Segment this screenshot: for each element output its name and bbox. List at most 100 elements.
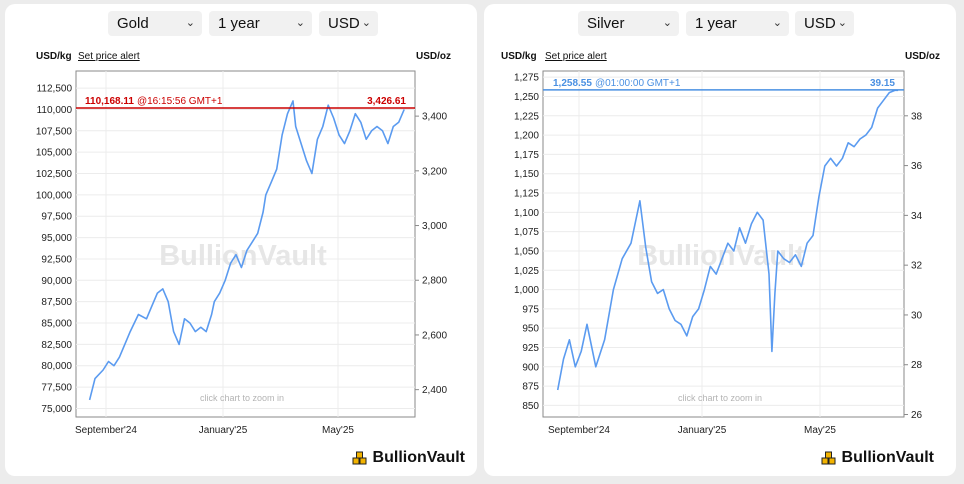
metal-select[interactable]: Gold ⌄ bbox=[108, 11, 202, 36]
period-select-value: 1 year bbox=[695, 15, 737, 32]
x-tick-label: May'25 bbox=[804, 425, 836, 436]
metal-select-value: Gold bbox=[117, 15, 149, 32]
set-price-alert-link[interactable]: Set price alert bbox=[78, 51, 140, 62]
y-right-tick-label: 3,000 bbox=[422, 221, 447, 232]
y-left-tick-label: 102,500 bbox=[36, 169, 73, 180]
y-left-tick-label: 112,500 bbox=[37, 84, 73, 95]
zoom-hint: click chart to zoom in bbox=[678, 393, 762, 403]
y-left-tick-label: 1,125 bbox=[514, 189, 539, 200]
chevron-down-icon: ⌄ bbox=[662, 17, 672, 29]
y-right-tick-label: 32 bbox=[911, 261, 923, 272]
plot-area bbox=[542, 70, 905, 418]
chevron-down-icon: ⌄ bbox=[361, 17, 371, 29]
brand-name: BullionVault bbox=[841, 449, 934, 466]
x-tick-label: September'24 bbox=[75, 425, 137, 436]
y-right-tick-label: 36 bbox=[911, 161, 923, 172]
y-left-tick-label: 110,000 bbox=[37, 105, 73, 116]
y-left-tick-label: 82,500 bbox=[41, 340, 72, 351]
x-tick-label: May'25 bbox=[322, 425, 354, 436]
y-left-tick-label: 950 bbox=[522, 324, 539, 335]
currency-select-value: USD bbox=[328, 15, 360, 32]
gold-price-chart[interactable]: BullionVault click chart to zoom in Sept… bbox=[5, 4, 477, 476]
y-right-tick-label: 3,400 bbox=[422, 112, 447, 123]
x-tick-label: January'25 bbox=[678, 425, 727, 436]
x-tick-label: January'25 bbox=[199, 425, 248, 436]
y-left-tick-label: 105,000 bbox=[36, 148, 73, 159]
metal-select[interactable]: Silver ⌄ bbox=[578, 11, 679, 36]
y-right-tick-label: 3,200 bbox=[422, 166, 447, 177]
right-unit-label: USD/oz bbox=[416, 51, 451, 62]
y-right-tick-label: 38 bbox=[911, 111, 923, 122]
y-left-tick-label: 875 bbox=[522, 382, 539, 393]
y-left-tick-label: 1,225 bbox=[514, 111, 539, 122]
y-left-tick-label: 1,200 bbox=[514, 131, 539, 142]
y-left-tick-label: 77,500 bbox=[41, 383, 72, 394]
left-unit-label: USD/kg bbox=[36, 51, 72, 62]
set-price-alert-link[interactable]: Set price alert bbox=[545, 51, 607, 62]
chevron-down-icon: ⌄ bbox=[295, 17, 305, 29]
y-left-tick-label: 100,000 bbox=[36, 190, 73, 201]
y-left-tick-label: 900 bbox=[522, 362, 539, 373]
chart-watermark: BullionVault bbox=[159, 240, 327, 272]
chevron-down-icon: ⌄ bbox=[837, 17, 847, 29]
period-select[interactable]: 1 year ⌄ bbox=[209, 11, 312, 36]
gold-chart-panel: Gold ⌄ 1 year ⌄ USD ⌄ USD/kg Set price a… bbox=[5, 4, 477, 476]
current-price-time: @01:00:00 GMT+1 bbox=[595, 78, 681, 89]
metal-select-value: Silver bbox=[587, 15, 625, 32]
silver-chart-panel: Silver ⌄ 1 year ⌄ USD ⌄ USD/kg Set price… bbox=[484, 4, 956, 476]
y-right-tick-label: 2,800 bbox=[422, 276, 447, 287]
period-select-value: 1 year bbox=[218, 15, 260, 32]
y-left-tick-label: 92,500 bbox=[41, 254, 72, 265]
y-left-tick-label: 925 bbox=[522, 343, 539, 354]
chevron-down-icon: ⌄ bbox=[185, 17, 195, 29]
y-left-tick-label: 75,000 bbox=[41, 404, 72, 415]
y-left-tick-label: 1,150 bbox=[514, 169, 539, 180]
bullionvault-logo[interactable]: BullionVault bbox=[352, 449, 465, 467]
y-left-tick-label: 975 bbox=[522, 304, 539, 315]
currency-select[interactable]: USD ⌄ bbox=[795, 11, 854, 36]
y-left-tick-label: 1,250 bbox=[514, 92, 539, 103]
current-price-oz: 39.15 bbox=[870, 78, 895, 89]
y-right-tick-label: 34 bbox=[911, 211, 923, 222]
bullionvault-logo[interactable]: BullionVault bbox=[821, 449, 934, 467]
right-unit-label: USD/oz bbox=[905, 51, 940, 62]
current-price-label: 1,258.55 @01:00:00 GMT+1 bbox=[553, 78, 681, 89]
y-left-tick-label: 1,175 bbox=[514, 150, 539, 161]
y-right-tick-label: 26 bbox=[911, 410, 923, 421]
period-select[interactable]: 1 year ⌄ bbox=[686, 11, 789, 36]
y-right-tick-label: 2,600 bbox=[422, 330, 447, 341]
silver-price-chart[interactable]: BullionVault click chart to zoom in Sept… bbox=[484, 4, 956, 476]
y-right-tick-label: 2,400 bbox=[422, 385, 447, 396]
y-left-tick-label: 1,050 bbox=[514, 246, 539, 257]
price-series-line bbox=[556, 89, 899, 391]
chart-watermark: BullionVault bbox=[637, 240, 805, 272]
plot-area bbox=[75, 70, 416, 418]
y-left-tick-label: 1,025 bbox=[514, 266, 539, 277]
y-left-tick-label: 95,000 bbox=[41, 233, 72, 244]
currency-select[interactable]: USD ⌄ bbox=[319, 11, 378, 36]
chevron-down-icon: ⌄ bbox=[772, 17, 782, 29]
current-price-kg: 110,168.11 bbox=[85, 96, 134, 107]
x-tick-label: September'24 bbox=[548, 425, 610, 436]
y-left-tick-label: 107,500 bbox=[36, 126, 73, 137]
y-right-tick-label: 28 bbox=[911, 360, 923, 371]
brand-name: BullionVault bbox=[372, 449, 465, 466]
current-price-oz: 3,426.61 bbox=[367, 96, 406, 107]
y-left-tick-label: 97,500 bbox=[41, 212, 72, 223]
current-price-time: @16:15:56 GMT+1 bbox=[137, 96, 223, 107]
zoom-hint: click chart to zoom in bbox=[200, 393, 284, 403]
y-left-tick-label: 80,000 bbox=[41, 361, 72, 372]
y-left-tick-label: 87,500 bbox=[41, 297, 72, 308]
left-unit-label: USD/kg bbox=[501, 51, 537, 62]
y-left-tick-label: 1,275 bbox=[514, 73, 539, 84]
price-series-line bbox=[88, 100, 405, 401]
y-left-tick-label: 1,100 bbox=[514, 208, 539, 219]
y-left-tick-label: 85,000 bbox=[41, 319, 72, 330]
y-left-tick-label: 1,075 bbox=[514, 227, 539, 238]
y-left-tick-label: 1,000 bbox=[514, 285, 539, 296]
y-left-tick-label: 90,000 bbox=[41, 276, 72, 287]
y-left-tick-label: 850 bbox=[522, 401, 539, 412]
currency-select-value: USD bbox=[804, 15, 836, 32]
y-right-tick-label: 30 bbox=[911, 310, 923, 321]
current-price-label: 110,168.11 @16:15:56 GMT+1 bbox=[85, 96, 223, 107]
